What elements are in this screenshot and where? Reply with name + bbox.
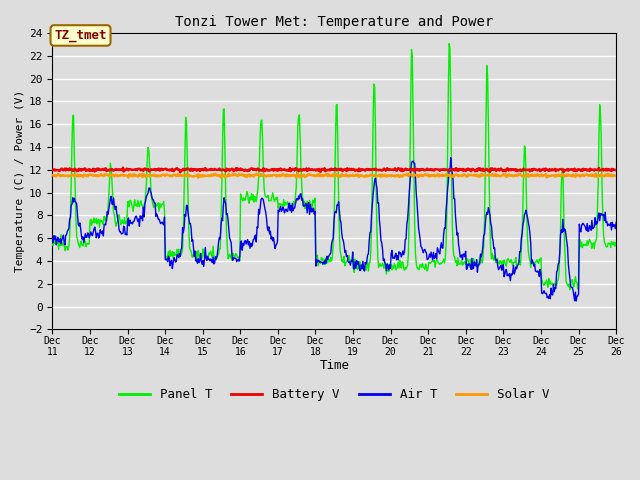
X-axis label: Time: Time (319, 359, 349, 372)
Legend: Panel T, Battery V, Air T, Solar V: Panel T, Battery V, Air T, Solar V (114, 383, 555, 406)
Y-axis label: Temperature (C) / Power (V): Temperature (C) / Power (V) (15, 90, 25, 272)
Title: Tonzi Tower Met: Temperature and Power: Tonzi Tower Met: Temperature and Power (175, 15, 493, 29)
Text: TZ_tmet: TZ_tmet (54, 29, 107, 42)
